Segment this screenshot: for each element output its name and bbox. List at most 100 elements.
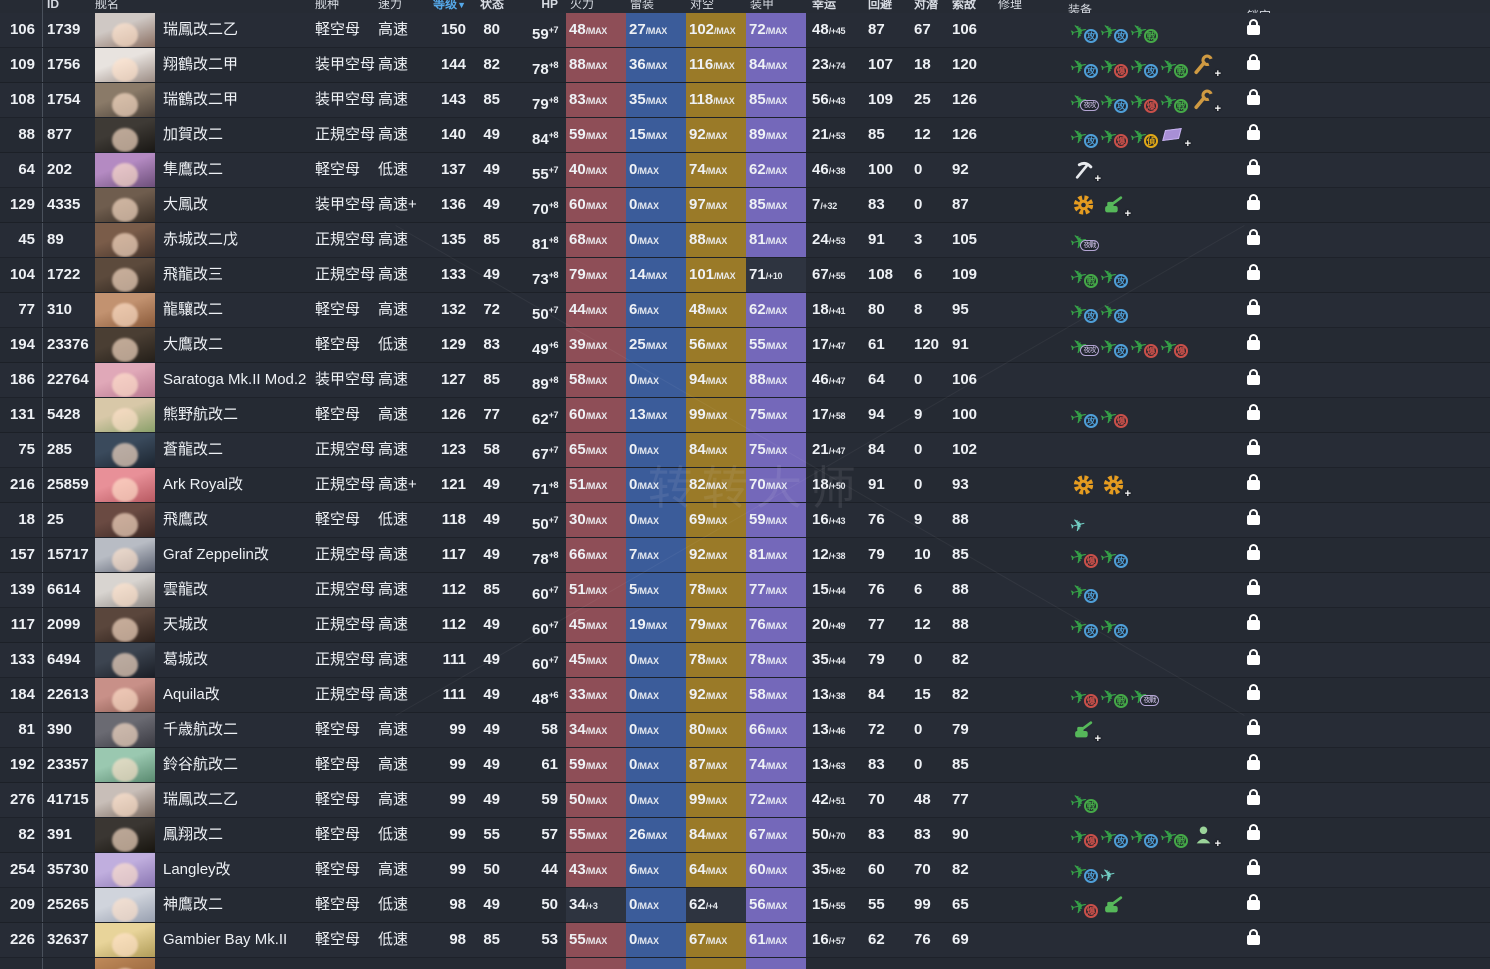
table-row[interactable]: 139 6614 雲龍改 正規空母 高速 112 85 60+7 51/MAX 5/MAX 78/M… bbox=[0, 573, 1490, 608]
lock-icon[interactable] bbox=[1247, 19, 1260, 35]
equip-plane-攻-icon[interactable]: ✈ 攻 bbox=[1098, 613, 1128, 640]
table-row[interactable]: 88 877 加賀改二 正規空母 高速 140 49 84+8 59/MAX 15/MAX 92/M… bbox=[0, 118, 1490, 153]
lock-icon[interactable] bbox=[1247, 684, 1260, 700]
lock-icon[interactable] bbox=[1247, 89, 1260, 105]
col-header-name[interactable] bbox=[160, 0, 295, 13]
table-row[interactable]: 194 23376 大鷹改二 軽空母 低速 129 83 49+6 39/MAX 25/MAX 56… bbox=[0, 328, 1490, 363]
equip-plane-戰-icon[interactable]: ✈ 戰 bbox=[1158, 53, 1188, 80]
lock-icon[interactable] bbox=[1247, 54, 1260, 70]
table-row[interactable]: 254 35730 Langley改 軽空母 高速 99 50 44 43/MAX 6/MAX 64… bbox=[0, 853, 1490, 888]
table-row[interactable]: 81 390 千歳航改二 軽空母 高速 99 49 58 34/MAX 0/MAX 80/MAX 66… bbox=[0, 713, 1490, 748]
table-row[interactable]: 131 5428 熊野航改二 軽空母 高速 126 77 62+7 60/MAX 13/MAX 99… bbox=[0, 398, 1490, 433]
equip-plane-爆-icon[interactable]: ✈ 爆 bbox=[1098, 123, 1128, 150]
lock-icon[interactable] bbox=[1247, 369, 1260, 385]
equip-plane-爆-icon[interactable]: ✈ 爆 bbox=[1068, 543, 1098, 570]
lock-icon[interactable] bbox=[1247, 334, 1260, 350]
equip-plane-爆-icon[interactable]: ✈ 爆 bbox=[1158, 333, 1188, 360]
equip-plane-爆-icon[interactable]: ✈ 爆 bbox=[1068, 823, 1098, 850]
table-row[interactable]: 184 22613 Aquila改 正規空母 高速 111 49 48+6 33/MAX 0/MA… bbox=[0, 678, 1490, 713]
aa-gun-icon[interactable]: + bbox=[1102, 193, 1131, 220]
equip-plane-爆-icon[interactable]: ✈ 爆 bbox=[1128, 333, 1158, 360]
wrench-icon[interactable]: + bbox=[1192, 53, 1221, 80]
equip-plane-戰-icon[interactable]: ✈ 戰 bbox=[1068, 788, 1098, 815]
table-row[interactable]: 18 25 飛鷹改 軽空母 低速 118 49 50+7 30/MAX 0/MAX 69/MAX 59… bbox=[0, 503, 1490, 538]
equip-plane-爆-icon[interactable]: ✈ 爆 bbox=[1098, 53, 1128, 80]
lock-icon[interactable] bbox=[1247, 229, 1260, 245]
equip-plane-偵-icon[interactable]: ✈ 偵 bbox=[1128, 123, 1158, 150]
lock-icon[interactable] bbox=[1247, 299, 1260, 315]
col-header-type[interactable]: 舰种 bbox=[315, 0, 340, 11]
col-header-fp[interactable]: 火力 bbox=[570, 0, 595, 11]
pickaxe-icon[interactable]: + bbox=[1072, 158, 1101, 185]
table-row[interactable]: 82 391 鳳翔改二 軽空母 低速 99 55 57 55/MAX 26/MAX 84/MAX 67… bbox=[0, 818, 1490, 853]
purple-card-icon[interactable]: + bbox=[1162, 123, 1191, 150]
col-header-lock[interactable]: 锁定 bbox=[1240, 0, 1286, 13]
table-row[interactable]: 108 1754 瑞鶴改二甲 装甲空母 高速 143 85 79+8 83/MAX 35/MAX 1… bbox=[0, 83, 1490, 118]
lock-icon[interactable] bbox=[1247, 929, 1260, 945]
table-row[interactable]: 109 1756 翔鶴改二甲 装甲空母 高速 144 82 78+8 88/MAX 36/MAX 1… bbox=[0, 48, 1490, 83]
equip-plane-戰-icon[interactable]: ✈ 戰 bbox=[1158, 823, 1188, 850]
col-header-los[interactable]: 索敌 bbox=[952, 0, 977, 11]
lock-icon[interactable] bbox=[1247, 124, 1260, 140]
lock-icon[interactable] bbox=[1247, 859, 1260, 875]
lock-icon[interactable] bbox=[1247, 544, 1260, 560]
seaplane-icon[interactable]: ✈ bbox=[1098, 858, 1125, 887]
table-row[interactable]: 117 2099 天城改 正規空母 高速 112 49 60+7 45/MAX 19/MAX 79/… bbox=[0, 608, 1490, 643]
table-row[interactable]: 157 15717 Graf Zeppelin改 正規空母 高速 117 49 78+8 66/… bbox=[0, 538, 1490, 573]
col-header-n[interactable] bbox=[0, 0, 42, 13]
lock-icon[interactable] bbox=[1247, 614, 1260, 630]
equip-plane-攻-icon[interactable]: ✈ 攻 bbox=[1098, 88, 1128, 115]
table-row[interactable]: 129 4335 大鳳改 装甲空母 高速+ 136 49 70+8 60/MAX 0/MAX 97/… bbox=[0, 188, 1490, 223]
equip-plane-戰-icon[interactable]: ✈ 戰 bbox=[1098, 683, 1128, 710]
col-header-lv[interactable]: 等级▼ bbox=[433, 0, 466, 11]
equip-plane-攻-icon[interactable]: ✈ 攻 bbox=[1098, 333, 1128, 360]
table-row[interactable]: 226 32637 Gambier Bay Mk.II 軽空母 低速 98 85 53 55/M… bbox=[0, 923, 1490, 958]
equip-plane-攻-icon[interactable]: ✈ 攻 bbox=[1068, 298, 1098, 325]
col-header-lk[interactable]: 幸运 bbox=[812, 0, 837, 11]
equip-plane-夜戰-icon[interactable]: ✈ 夜戰 bbox=[1128, 683, 1159, 710]
equip-plane-戰-icon[interactable]: ✈ 戰 bbox=[1068, 263, 1098, 290]
table-row[interactable]: 64 202 隼鷹改二 軽空母 低速 137 49 55+7 40/MAX 0/MAX 74/MAX… bbox=[0, 153, 1490, 188]
col-header-asw[interactable]: 对潜 bbox=[914, 0, 939, 11]
table-row[interactable]: 192 23357 鈴谷航改二 軽空母 高速 99 49 61 59/MAX 0/MAX 87/MA… bbox=[0, 748, 1490, 783]
col-header-hp[interactable]: HP bbox=[541, 0, 558, 11]
table-row[interactable]: 106 1739 瑞鳳改二乙 軽空母 高速 150 80 59+7 48/MAX 27/MAX 10… bbox=[0, 13, 1490, 48]
col-header-av[interactable]: 舰名 bbox=[95, 0, 120, 11]
lock-icon[interactable] bbox=[1247, 894, 1260, 910]
col-header-cond[interactable]: 状态 bbox=[480, 0, 505, 11]
lock-icon[interactable] bbox=[1247, 264, 1260, 280]
table-row[interactable]: 45 89 赤城改二戊 正規空母 高速 135 85 81+8 68/MAX 0/MAX 88/MA… bbox=[0, 223, 1490, 258]
equip-plane-夜戰-icon[interactable]: ✈ 夜戰 bbox=[1068, 228, 1099, 255]
table-row[interactable]: 186 22764 Saratoga Mk.II Mod.2 装甲空母 高速 127 85 8… bbox=[0, 363, 1490, 398]
equip-plane-攻-icon[interactable]: ✈ 攻 bbox=[1098, 823, 1128, 850]
col-header-ar[interactable]: 装甲 bbox=[750, 0, 775, 11]
equip-plane-爆-icon[interactable]: ✈ 爆 bbox=[1068, 893, 1098, 920]
turbine-gear-icon[interactable] bbox=[1072, 473, 1095, 497]
table-row[interactable]: 276 41715 瑞鳳改二乙 軽空母 高速 99 49 59 50/MAX 0/MAX 99/MA… bbox=[0, 783, 1490, 818]
equip-plane-夜攻-icon[interactable]: ✈ 夜攻 bbox=[1068, 333, 1099, 360]
seaplane-icon[interactable]: ✈ bbox=[1068, 508, 1095, 537]
equip-plane-戰-icon[interactable]: ✈ 戰 bbox=[1128, 18, 1158, 45]
table-row[interactable]: 75 285 蒼龍改二 正規空母 高速 123 58 67+7 65/MAX 0/MAX 84/MA… bbox=[0, 433, 1490, 468]
partial-next-row[interactable] bbox=[0, 958, 1490, 969]
aa-gun-icon[interactable] bbox=[1102, 893, 1125, 917]
equip-plane-攻-icon[interactable]: ✈ 攻 bbox=[1098, 298, 1128, 325]
equip-plane-爆-icon[interactable]: ✈ 爆 bbox=[1128, 88, 1158, 115]
lock-icon[interactable] bbox=[1247, 404, 1260, 420]
equip-plane-爆-icon[interactable]: ✈ 爆 bbox=[1098, 403, 1128, 430]
col-header-rep[interactable]: 修理 bbox=[998, 0, 1023, 11]
lock-icon[interactable] bbox=[1247, 159, 1260, 175]
lock-icon[interactable] bbox=[1247, 439, 1260, 455]
lock-icon[interactable] bbox=[1247, 719, 1260, 735]
equip-plane-夜攻-icon[interactable]: ✈ 夜攻 bbox=[1068, 88, 1099, 115]
lock-icon[interactable] bbox=[1247, 789, 1260, 805]
table-row[interactable]: 104 1722 飛龍改三 正規空母 高速 133 49 73+8 79/MAX 14/MAX 10… bbox=[0, 258, 1490, 293]
equip-plane-攻-icon[interactable]: ✈ 攻 bbox=[1068, 858, 1098, 885]
equip-plane-攻-icon[interactable]: ✈ 攻 bbox=[1128, 53, 1158, 80]
equip-plane-攻-icon[interactable]: ✈ 攻 bbox=[1068, 123, 1098, 150]
turbine-gear-icon[interactable] bbox=[1072, 193, 1095, 217]
turbine-gear-icon[interactable]: + bbox=[1102, 473, 1131, 500]
table-row[interactable]: 209 25265 神鷹改二 軽空母 低速 98 49 50 34/+3 0/MAX 62/+4 56… bbox=[0, 888, 1490, 923]
col-header-aa[interactable]: 对空 bbox=[690, 0, 715, 11]
lock-icon[interactable] bbox=[1247, 579, 1260, 595]
